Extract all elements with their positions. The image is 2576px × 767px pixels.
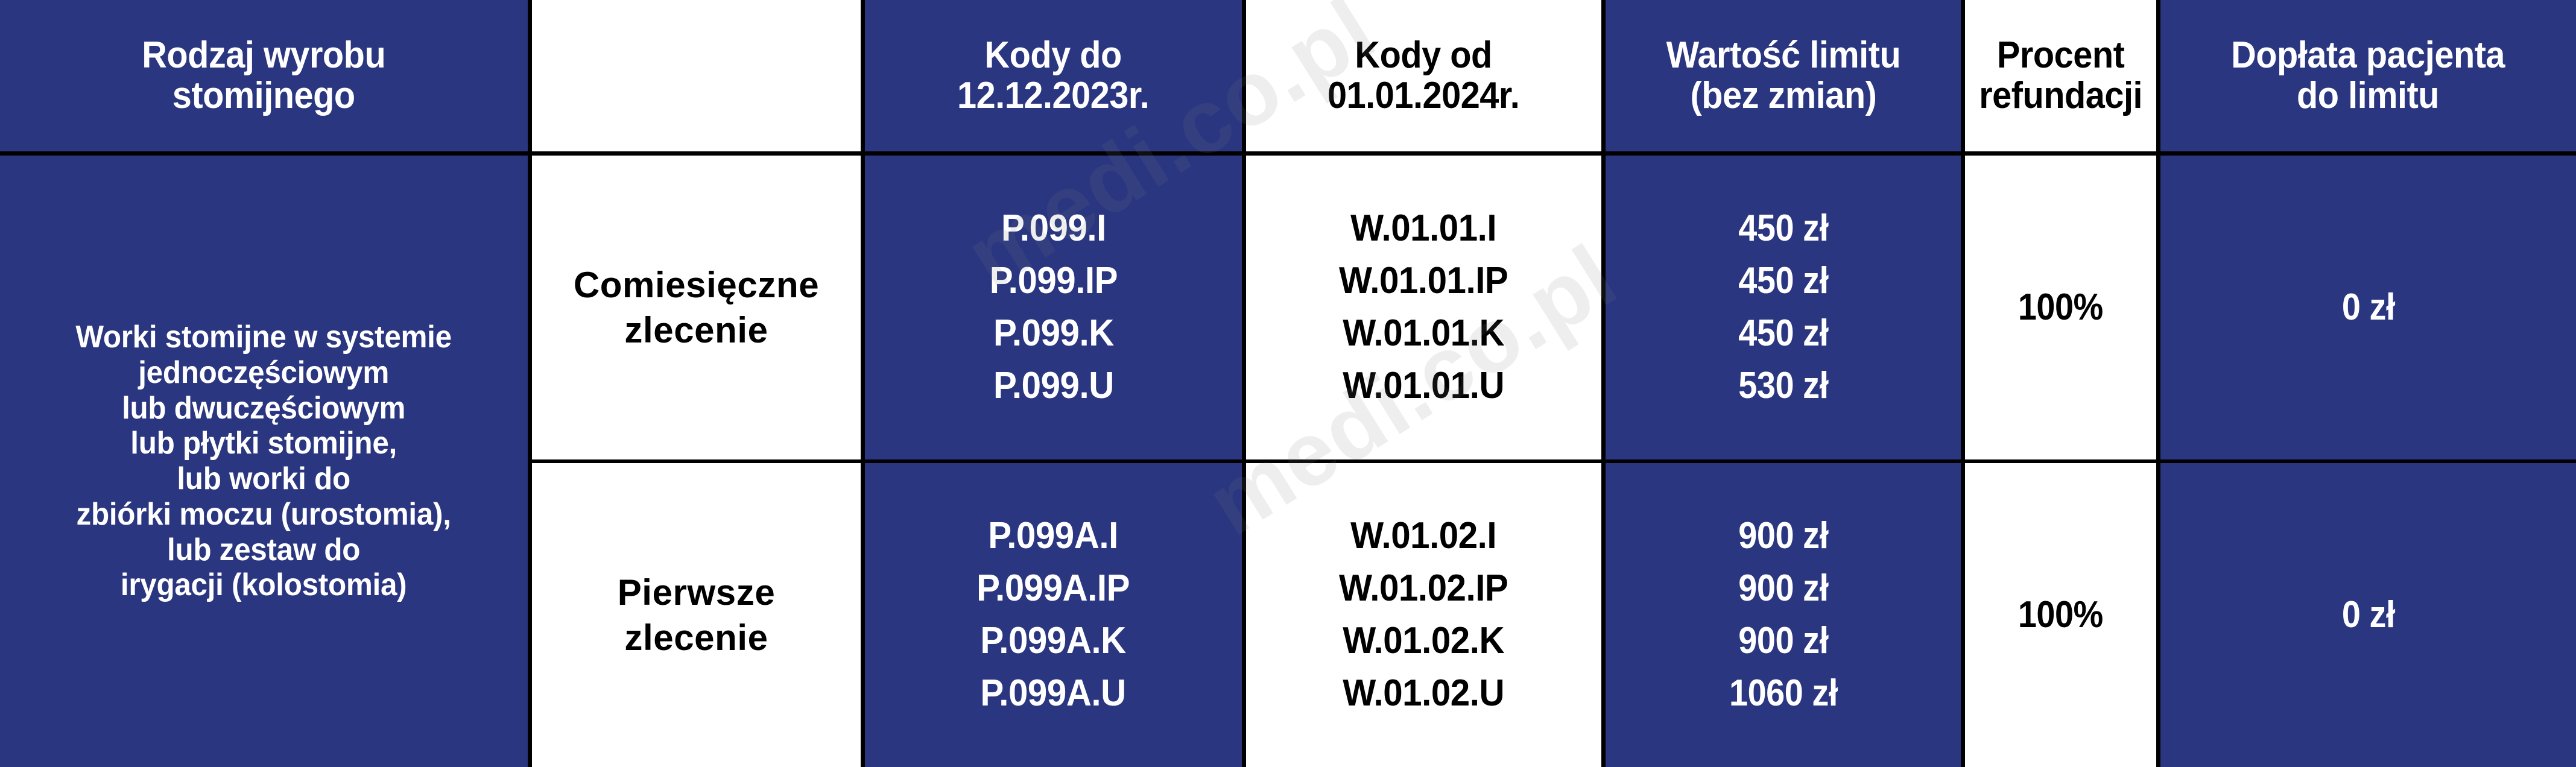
header-cell-codes-new: Kody od 01.01.2024r. (1246, 0, 1601, 151)
code-item: P.099.I (1001, 207, 1106, 250)
limit-item: 900 zł (1738, 567, 1829, 610)
header-cell-order-type (532, 0, 861, 151)
code-item: P.099.K (993, 312, 1114, 354)
patient-copay-cell: 0 zł (2160, 156, 2576, 459)
limit-value-cell: 900 zł 900 zł 900 zł 1060 zł (1606, 463, 1961, 767)
limit-item: 450 zł (1738, 207, 1829, 250)
header-line: 12.12.2023r. (957, 74, 1150, 116)
code-item: W.01.01.IP (1339, 260, 1508, 302)
limit-item: 900 zł (1738, 620, 1829, 661)
code-item: W.01.02.I (1350, 515, 1497, 557)
header-line: Kody od (1355, 34, 1493, 76)
product-line: jednoczęściowym (138, 355, 390, 390)
header-line: stomijnego (172, 74, 355, 116)
limit-item: 450 zł (1738, 260, 1829, 302)
codes-old-list: P.099A.I P.099A.IP P.099A.K P.099A.U (977, 510, 1130, 719)
codes-new-list: W.01.01.I W.01.01.IP W.01.01.K W.01.01.U (1339, 203, 1508, 412)
refund-percent-value: 100% (2018, 286, 2103, 328)
header-refund-percent-text: Procent refundacji (1975, 34, 2147, 116)
code-item: W.01.01.K (1343, 312, 1505, 354)
code-item: W.01.02.IP (1339, 567, 1508, 610)
table-row: Pierwsze zlecenie (532, 463, 861, 767)
header-line: do limitu (2297, 74, 2440, 116)
code-item: W.01.02.U (1343, 672, 1505, 714)
header-cell-patient-copay: Dopłata pacjenta do limitu (2160, 0, 2576, 151)
order-type-text: Pierwsze zlecenie (612, 570, 782, 660)
table-row: Comiesięczne zlecenie (532, 156, 861, 459)
product-line: lub worki do (177, 461, 351, 496)
product-line: lub dwuczęściowym (122, 390, 406, 426)
order-type-line: Pierwsze (617, 572, 776, 613)
limit-value-cell: 450 zł 450 zł 450 zł 530 zł (1606, 156, 1961, 459)
codes-new-cell: W.01.02.I W.01.02.IP W.01.02.K W.01.02.U (1246, 463, 1601, 767)
codes-old-cell: P.099.I P.099.IP P.099.K P.099.U (865, 156, 1242, 459)
code-item: P.099A.K (980, 620, 1127, 661)
header-line: Wartość limitu (1666, 34, 1900, 76)
patient-copay-value: 0 zł (2341, 286, 2395, 328)
code-item: W.01.01.U (1343, 364, 1505, 406)
code-item: W.01.02.K (1343, 620, 1505, 661)
header-line: refundacji (1979, 74, 2142, 116)
product-line: lub płytki stomijne, (130, 426, 397, 461)
code-item: P.099A.U (980, 672, 1127, 714)
limit-value-list: 450 zł 450 zł 450 zł 530 zł (1738, 203, 1829, 412)
code-item: P.099.U (993, 364, 1114, 406)
header-cell-product-type: Rodzaj wyrobu stomijnego (0, 0, 528, 151)
header-line: Kody do (984, 34, 1122, 76)
product-line: lub zestaw do (167, 532, 361, 567)
order-type-line: Comiesięczne (573, 265, 820, 305)
header-cell-refund-percent: Procent refundacji (1965, 0, 2156, 151)
limit-item: 1060 zł (1729, 672, 1838, 714)
header-cell-limit-value: Wartość limitu (bez zmian) (1606, 0, 1961, 151)
patient-copay-cell: 0 zł (2160, 463, 2576, 767)
refund-percent-cell: 100% (1965, 156, 2156, 459)
header-cell-codes-old: Kody do 12.12.2023r. (865, 0, 1242, 151)
refund-percent-cell: 100% (1965, 463, 2156, 767)
code-item: W.01.01.I (1350, 207, 1497, 250)
header-line: Procent (1996, 34, 2125, 76)
order-type-line: zlecenie (624, 617, 768, 658)
header-codes-new-text: Kody od 01.01.2024r. (1323, 34, 1524, 116)
limit-item: 450 zł (1738, 312, 1829, 354)
product-line: Worki stomijne w systemie (75, 320, 452, 355)
code-item: P.099A.IP (976, 567, 1130, 610)
code-item: P.099.IP (989, 260, 1118, 302)
header-patient-copay-text: Dopłata pacjenta do limitu (2227, 34, 2510, 116)
limit-item: 900 zł (1738, 515, 1829, 557)
order-type-line: zlecenie (624, 310, 768, 350)
product-line: irygacji (kolostomia) (121, 567, 407, 603)
header-product-type-text: Rodzaj wyrobu stomijnego (138, 34, 390, 116)
refund-percent-value: 100% (2018, 593, 2103, 636)
header-line: Dopłata pacjenta (2231, 34, 2505, 76)
codes-old-cell: P.099A.I P.099A.IP P.099A.K P.099A.U (865, 463, 1242, 767)
limit-value-list: 900 zł 900 zł 900 zł 1060 zł (1729, 510, 1838, 719)
patient-copay-value: 0 zł (2341, 593, 2395, 636)
header-line: (bez zmian) (1690, 74, 1876, 116)
code-item: P.099A.I (988, 515, 1119, 557)
header-line: 01.01.2024r. (1328, 74, 1520, 116)
header-codes-old-text: Kody do 12.12.2023r. (953, 34, 1154, 116)
codes-old-list: P.099.I P.099.IP P.099.K P.099.U (989, 203, 1118, 412)
header-line: Rodzaj wyrobu (142, 34, 386, 76)
product-line: zbiórki moczu (urostomia), (76, 496, 452, 532)
codes-new-list: W.01.02.I W.01.02.IP W.01.02.K W.01.02.U (1339, 510, 1508, 719)
product-type-text: Worki stomijne w systemie jednoczęściowy… (72, 320, 455, 603)
codes-new-cell: W.01.01.I W.01.01.IP W.01.01.K W.01.01.U (1246, 156, 1601, 459)
order-type-text: Comiesięczne zlecenie (568, 262, 825, 353)
limit-item: 530 zł (1738, 364, 1829, 406)
header-limit-value-text: Wartość limitu (bez zmian) (1662, 34, 1905, 116)
product-type-cell: Worki stomijne w systemie jednoczęściowy… (0, 156, 528, 767)
